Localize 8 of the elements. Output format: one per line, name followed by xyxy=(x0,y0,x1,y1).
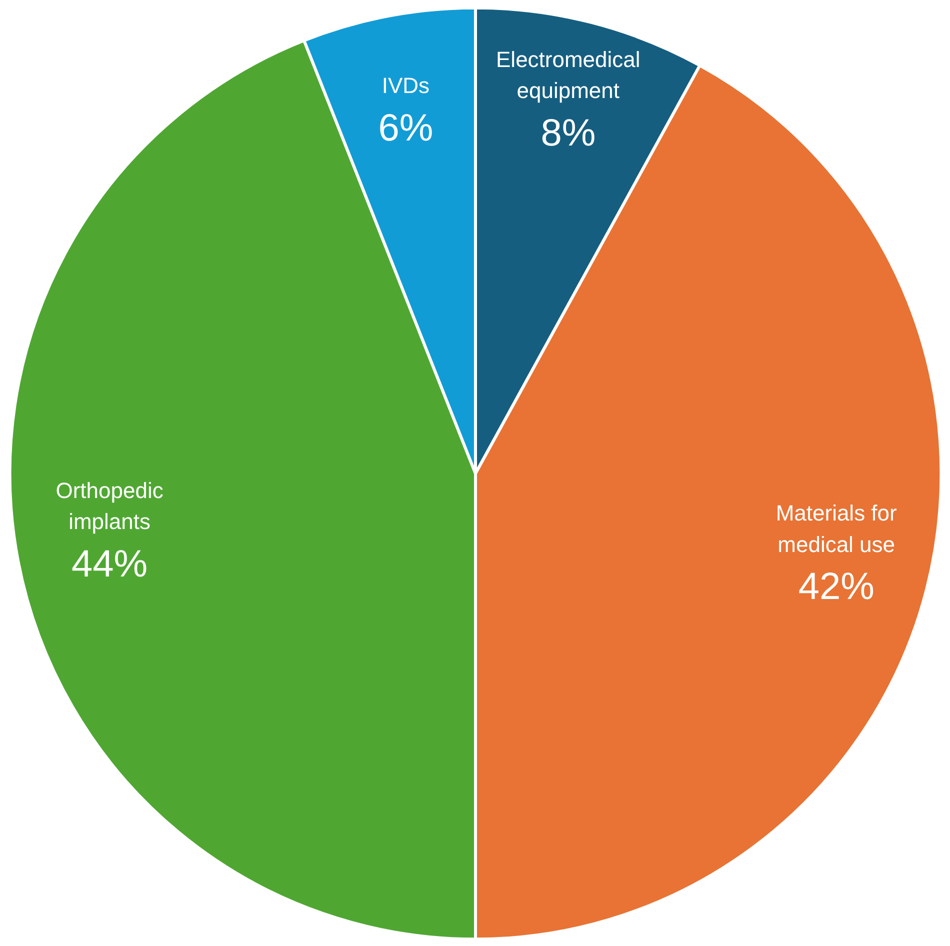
data-label: 42% xyxy=(798,566,874,608)
slice-label: IVDs xyxy=(382,72,430,98)
data-label: 8% xyxy=(540,112,596,154)
slice-label: Electromedical equipment xyxy=(496,46,640,104)
data-label: 44% xyxy=(72,543,148,586)
data-label: 6% xyxy=(378,107,434,150)
slice-label: Materials for medical use xyxy=(776,500,897,557)
slice-label: Orthopedic implants xyxy=(56,478,164,534)
